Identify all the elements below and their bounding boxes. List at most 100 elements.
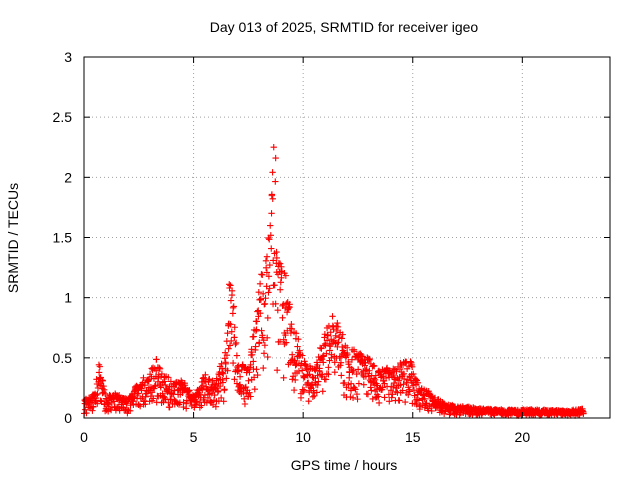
data-point bbox=[220, 370, 227, 378]
data-point bbox=[396, 397, 403, 404]
data-point bbox=[409, 382, 417, 389]
data-point bbox=[290, 386, 298, 394]
data-point bbox=[379, 384, 386, 391]
data-point bbox=[333, 327, 341, 335]
data-point bbox=[375, 367, 383, 374]
data-point bbox=[322, 342, 329, 349]
data-point bbox=[299, 352, 306, 359]
data-point bbox=[256, 280, 264, 287]
data-point bbox=[352, 386, 359, 393]
data-point bbox=[363, 366, 370, 373]
data-point bbox=[305, 398, 312, 405]
data-point bbox=[260, 336, 267, 344]
data-point bbox=[212, 403, 220, 410]
data-point bbox=[255, 288, 263, 296]
data-point bbox=[220, 398, 227, 405]
data-point bbox=[263, 253, 271, 260]
data-point bbox=[421, 395, 428, 403]
data-point bbox=[272, 300, 279, 307]
data-point bbox=[99, 377, 107, 385]
data-point bbox=[228, 328, 235, 335]
data-point bbox=[369, 395, 376, 403]
data-point bbox=[280, 301, 287, 308]
data-point bbox=[241, 400, 249, 408]
data-point bbox=[254, 308, 261, 315]
data-point bbox=[353, 390, 361, 398]
data-point bbox=[410, 370, 417, 378]
data-point bbox=[253, 366, 260, 373]
data-point bbox=[408, 363, 416, 370]
data-point bbox=[259, 271, 266, 279]
data-point bbox=[359, 353, 366, 360]
data-point bbox=[96, 363, 104, 370]
data-point bbox=[213, 375, 220, 382]
y-tick-label: 1.5 bbox=[53, 230, 73, 246]
data-point bbox=[99, 377, 106, 384]
data-point bbox=[205, 376, 212, 383]
data-point bbox=[152, 382, 159, 389]
data-point bbox=[219, 369, 226, 376]
data-point bbox=[368, 387, 375, 394]
data-point bbox=[348, 356, 356, 363]
data-point bbox=[389, 391, 396, 398]
data-point bbox=[266, 285, 273, 292]
data-point bbox=[224, 330, 231, 337]
data-point bbox=[308, 380, 316, 388]
data-point bbox=[138, 385, 145, 392]
data-point bbox=[282, 331, 289, 339]
data-point bbox=[260, 350, 268, 357]
data-point bbox=[354, 395, 361, 403]
data-point bbox=[224, 367, 231, 374]
data-point bbox=[349, 394, 357, 402]
grid-layer bbox=[84, 57, 610, 418]
data-point bbox=[423, 399, 430, 407]
data-point bbox=[295, 367, 303, 375]
data-point bbox=[265, 273, 273, 280]
data-point bbox=[375, 393, 382, 400]
data-point bbox=[306, 388, 313, 396]
data-point bbox=[263, 334, 271, 341]
data-point bbox=[329, 313, 336, 320]
data-point bbox=[401, 359, 409, 367]
data-point bbox=[253, 318, 260, 325]
data-point bbox=[251, 386, 258, 393]
data-point bbox=[276, 260, 284, 267]
data-point bbox=[269, 195, 276, 203]
data-point bbox=[242, 383, 250, 391]
data-point bbox=[262, 295, 269, 302]
data-point bbox=[258, 327, 265, 334]
data-point bbox=[323, 337, 331, 344]
data-point bbox=[337, 359, 345, 366]
data-point bbox=[100, 382, 107, 390]
data-point bbox=[305, 379, 312, 386]
data-point bbox=[229, 359, 237, 367]
data-point bbox=[250, 358, 257, 365]
data-point bbox=[246, 389, 253, 396]
data-point bbox=[272, 178, 279, 185]
data-point bbox=[330, 325, 337, 333]
data-point bbox=[232, 366, 240, 374]
data-point bbox=[320, 359, 327, 366]
data-point bbox=[393, 368, 400, 375]
data-point bbox=[227, 282, 234, 289]
data-point bbox=[407, 358, 414, 365]
y-tick-label: 2.5 bbox=[53, 109, 73, 125]
data-point bbox=[153, 356, 160, 363]
data-point bbox=[96, 380, 104, 388]
data-point bbox=[259, 290, 267, 298]
data-point bbox=[401, 398, 409, 406]
data-point bbox=[279, 314, 286, 321]
y-tick-label: 1 bbox=[64, 290, 72, 306]
data-point bbox=[229, 304, 237, 311]
data-point bbox=[233, 352, 241, 359]
data-point bbox=[405, 391, 412, 398]
data-point bbox=[411, 392, 418, 399]
data-point bbox=[182, 405, 190, 412]
data-point bbox=[283, 300, 290, 307]
data-point bbox=[260, 364, 267, 372]
data-point bbox=[350, 348, 358, 355]
data-point bbox=[222, 360, 229, 367]
data-point bbox=[229, 310, 237, 317]
data-point bbox=[325, 364, 332, 371]
